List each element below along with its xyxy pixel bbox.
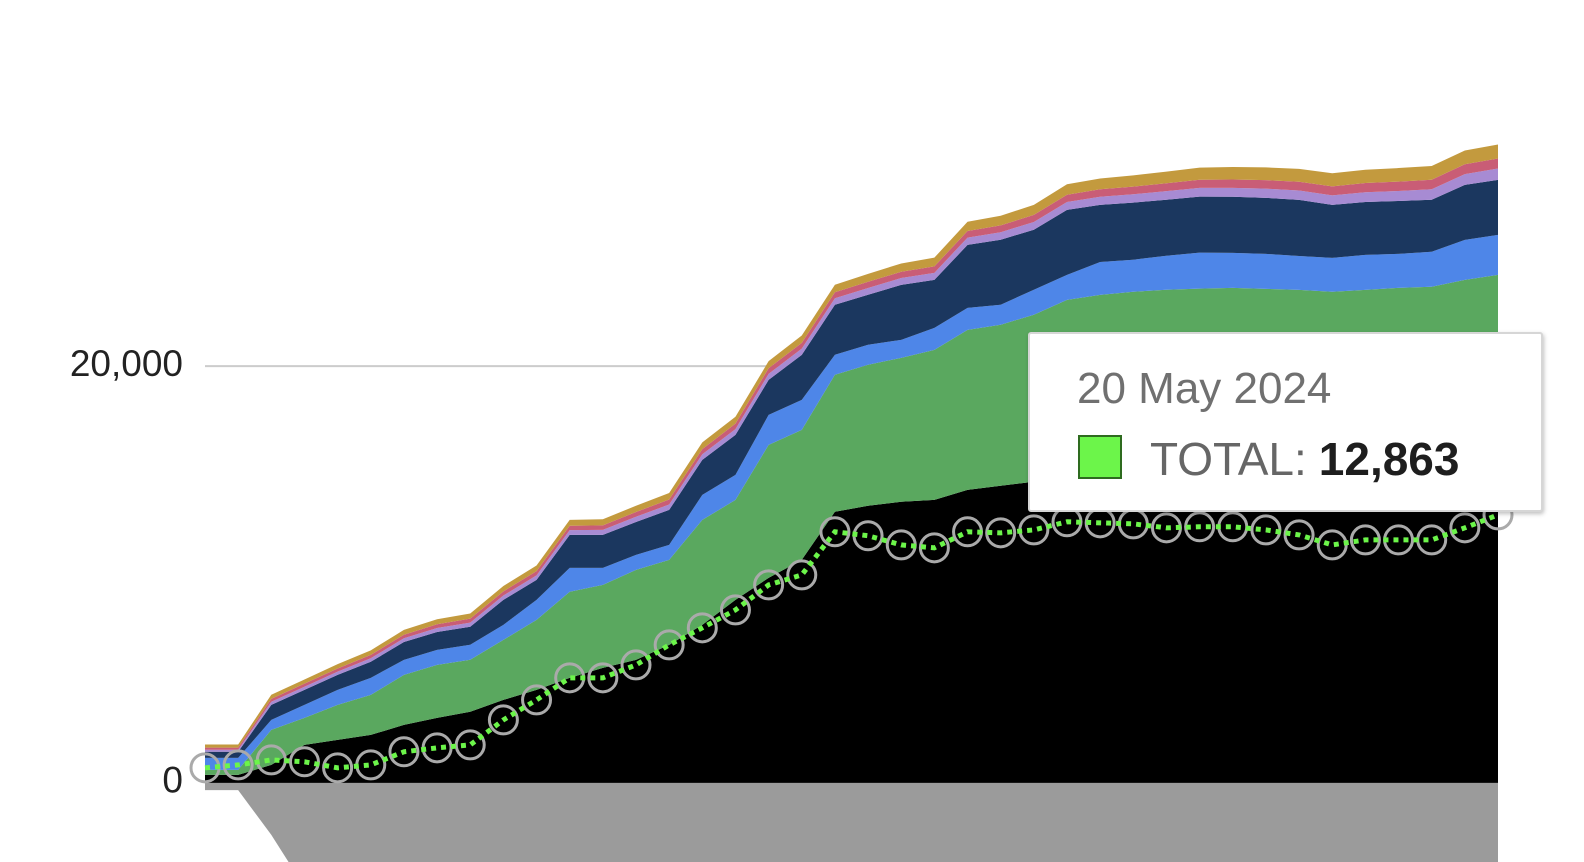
tooltip-date: 20 May 2024 <box>1077 364 1332 413</box>
point-marker <box>587 662 619 694</box>
point-marker <box>819 516 851 548</box>
point-marker <box>1349 524 1381 556</box>
area-series <box>205 179 1498 758</box>
point-marker <box>653 629 685 661</box>
point-marker <box>222 749 254 781</box>
tooltip-series-name: TOTAL <box>1150 433 1307 485</box>
point-marker <box>918 532 950 564</box>
point-marker <box>620 649 652 681</box>
point-marker <box>388 736 420 768</box>
point-marker <box>521 684 553 716</box>
point-marker <box>1184 511 1216 543</box>
point-marker <box>686 612 718 644</box>
point-marker <box>719 594 751 626</box>
y-tick-label: 20,000 <box>70 343 183 384</box>
point-marker <box>288 746 320 778</box>
point-marker <box>1449 512 1481 544</box>
tooltip-swatch <box>1078 435 1122 479</box>
tooltip-row: TOTAL12,863 <box>1150 432 1459 486</box>
point-marker <box>786 559 818 591</box>
area-series <box>205 234 1498 770</box>
tooltip: 20 May 2024 TOTAL12,863 <box>1028 332 1543 512</box>
point-marker <box>454 729 486 761</box>
y-axis: 0 20,000 <box>70 343 183 801</box>
point-marker <box>322 752 354 784</box>
point-marker <box>487 704 519 736</box>
point-marker <box>985 517 1017 549</box>
area-series <box>205 782 1498 862</box>
y-tick-label: 0 <box>162 760 183 801</box>
lines <box>189 499 1514 784</box>
point-marker <box>753 569 785 601</box>
point-marker <box>1283 519 1315 551</box>
tooltip-value: 12,863 <box>1318 433 1460 485</box>
